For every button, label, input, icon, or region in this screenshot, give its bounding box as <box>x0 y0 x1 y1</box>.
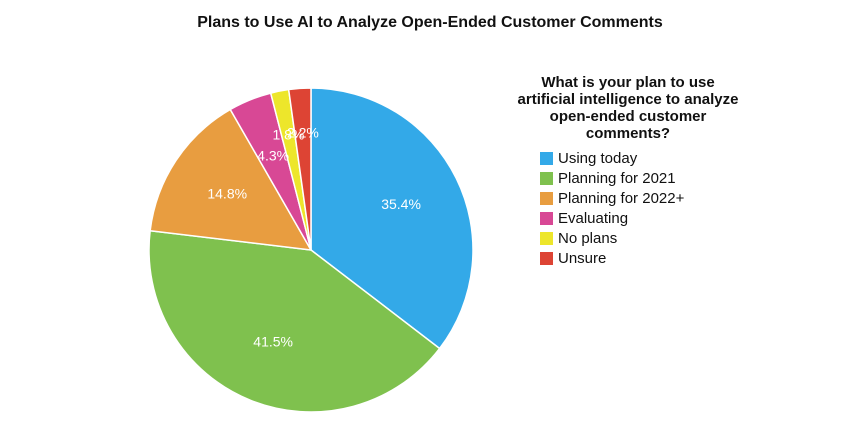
legend-title: What is your plan to use artificial inte… <box>517 74 739 142</box>
legend-items: Using today Planning for 2021 Planning f… <box>503 148 753 268</box>
legend: What is your plan to use artificial inte… <box>503 74 753 268</box>
legend-item-unsure: Unsure <box>540 248 753 268</box>
pie-slices <box>148 87 474 413</box>
legend-label: Using today <box>558 149 638 167</box>
data-label-evaluating: 4.3% <box>257 148 289 164</box>
legend-label: Evaluating <box>558 209 629 227</box>
legend-swatch <box>540 211 553 225</box>
data-label-planning-for-2021: 41.5% <box>253 334 293 350</box>
legend-item-using-today: Using today <box>540 148 753 168</box>
pie-slice-unsure <box>287 87 312 251</box>
pie-slice-using-today <box>310 87 474 350</box>
data-label-unsure: 2.2% <box>287 124 319 140</box>
legend-swatch <box>540 171 553 185</box>
legend-swatch <box>540 191 553 205</box>
legend-label: Planning for 2022+ <box>558 189 685 207</box>
legend-swatch <box>540 251 553 265</box>
pie-slice-planning-for-2021 <box>148 229 441 413</box>
legend-item-no-plans: No plans <box>540 228 753 248</box>
pie-data-labels: 35.4% 41.5% 14.8% 4.3% 1.8%2.2% <box>207 124 421 349</box>
legend-label: Unsure <box>558 249 607 267</box>
data-label-planning-for-2022: 14.8% <box>207 185 247 201</box>
chart-title: Plans to Use AI to Analyze Open-Ended Cu… <box>197 14 663 31</box>
legend-item-planning-2022: Planning for 2022+ <box>540 188 753 208</box>
legend-item-evaluating: Evaluating <box>540 208 753 228</box>
data-label-using-today: 35.4% <box>381 196 421 212</box>
data-label-no-plans: 1.8% <box>272 126 304 142</box>
legend-item-planning-2021: Planning for 2021 <box>540 168 753 188</box>
pie-slice-planning-for-2022 <box>149 108 313 251</box>
legend-swatch <box>540 231 553 245</box>
legend-swatch <box>540 151 553 165</box>
legend-label: Planning for 2021 <box>558 169 676 187</box>
legend-label: No plans <box>558 229 618 247</box>
